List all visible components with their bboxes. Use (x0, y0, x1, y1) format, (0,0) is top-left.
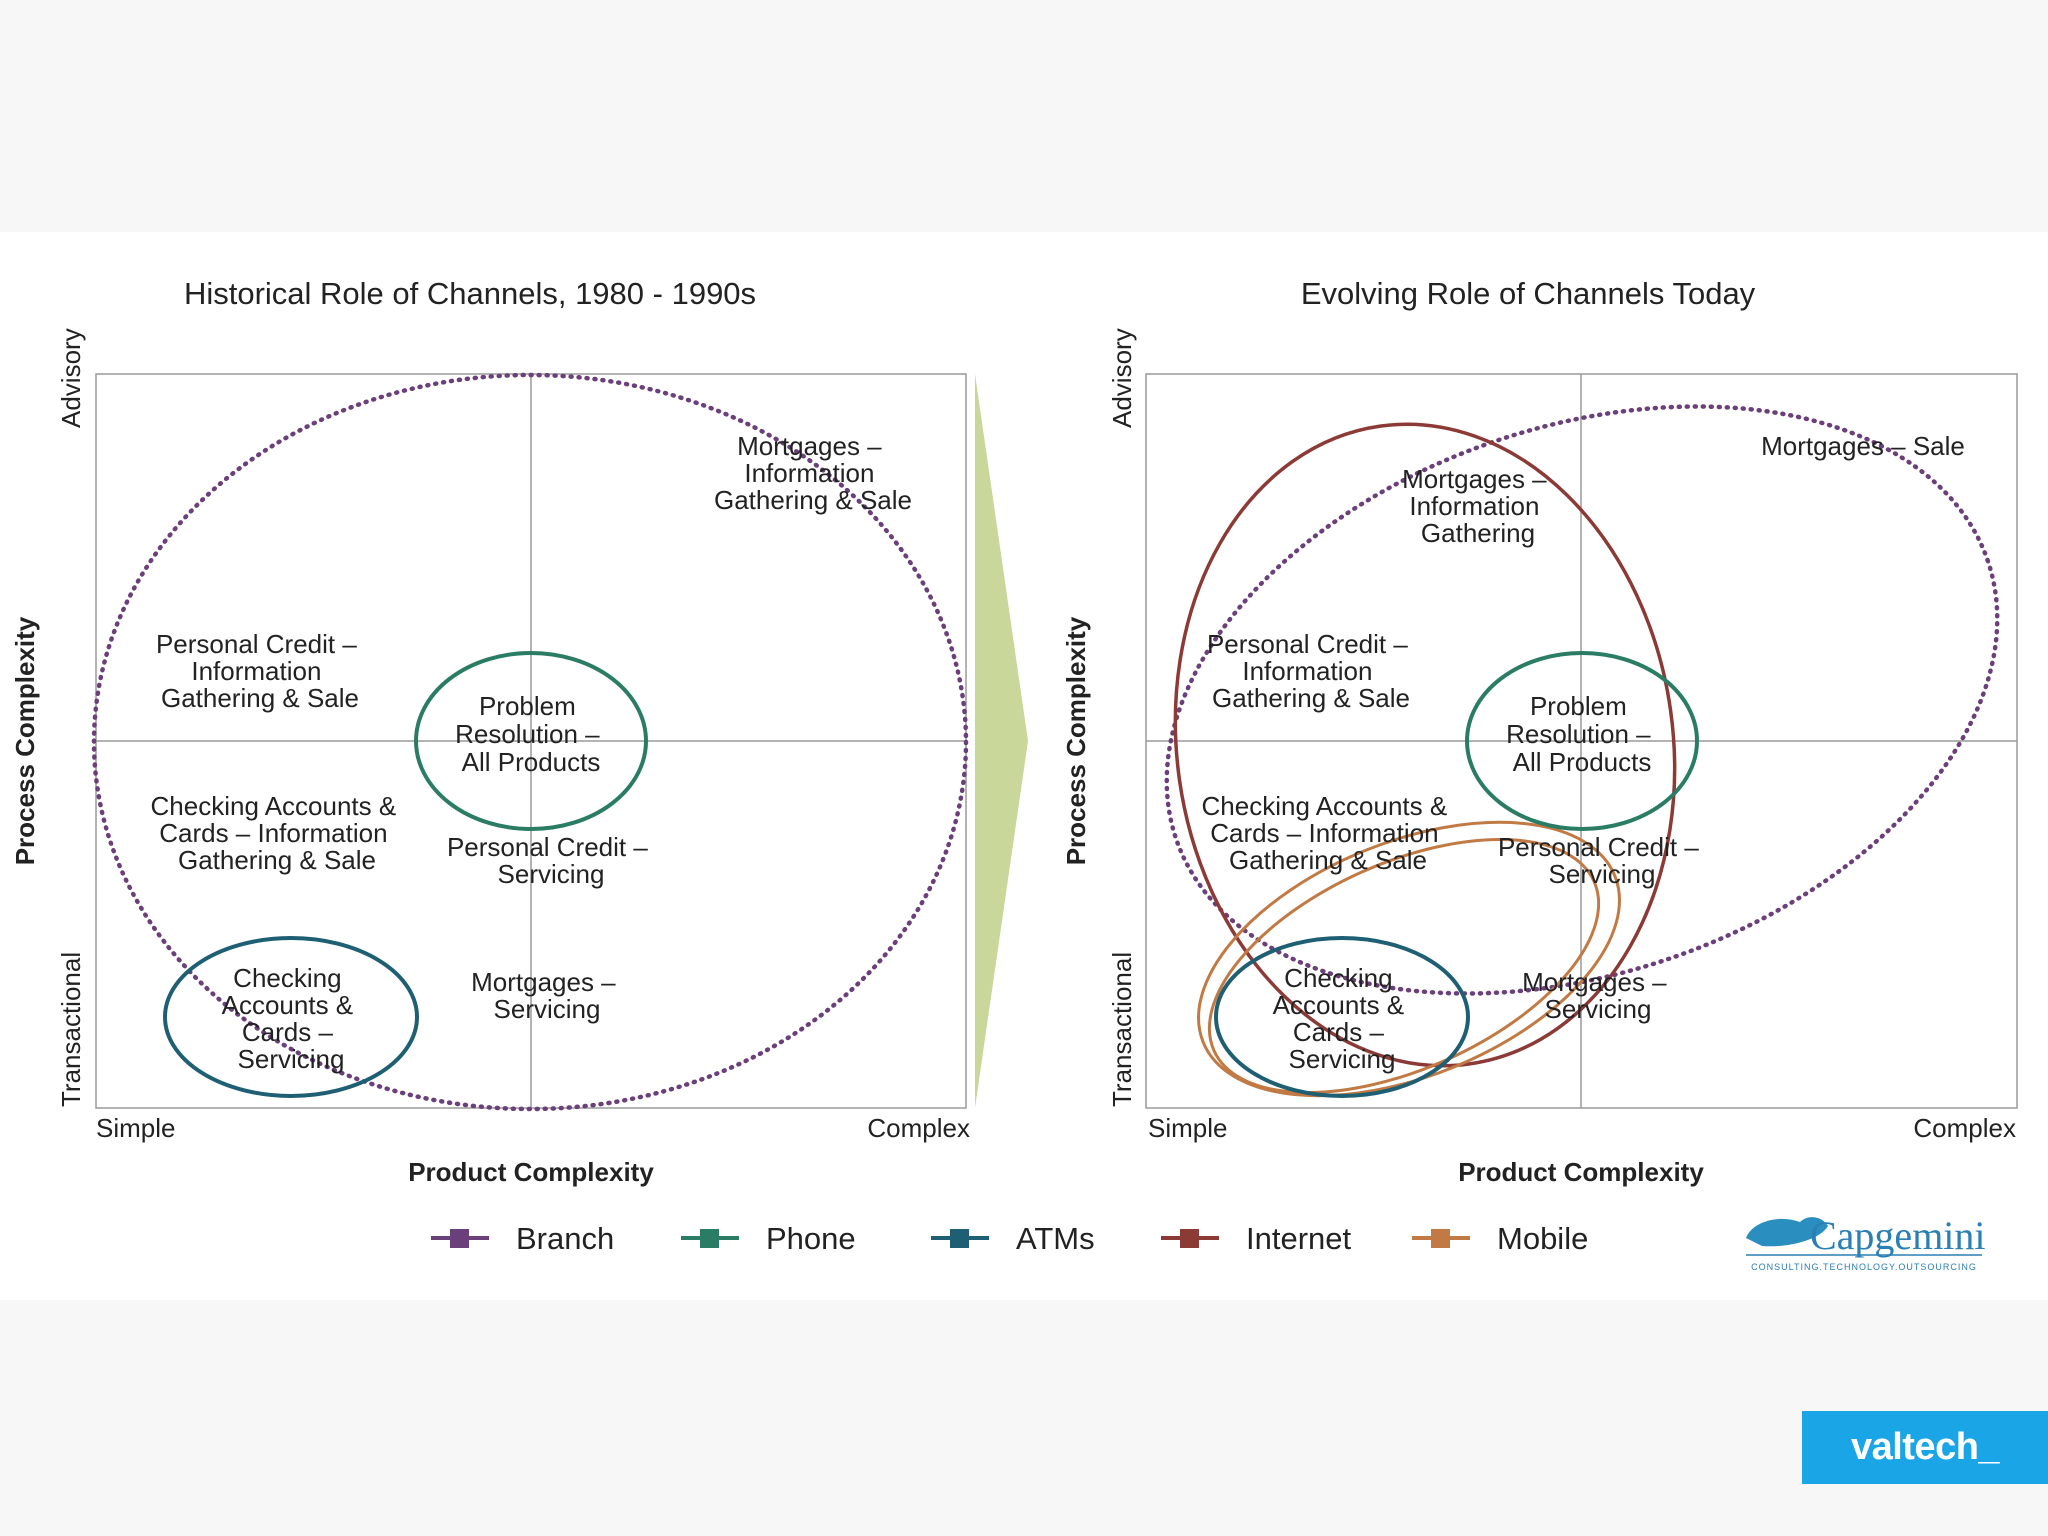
left-branch-ellipse (91, 372, 969, 1112)
left-label-personal-credit-info-sale: Personal Credit – Information Gathering … (156, 629, 364, 713)
right-label-personal-credit-info-sale: Personal Credit – Information Gathering … (1207, 629, 1415, 713)
legend-swatch-branch (450, 1229, 469, 1248)
transition-arrow (975, 374, 1028, 1108)
legend-item-branch: Branch (431, 1221, 614, 1256)
right-label-checking-info-sale: Checking Accounts & Cards – Information … (1202, 791, 1455, 875)
legend-item-internet: Internet (1161, 1221, 1352, 1256)
right-y-axis-title: Process Complexity (1061, 616, 1091, 865)
right-x-axis-title: Product Complexity (1458, 1157, 1704, 1187)
legend: Branch Phone ATMs Internet Mobile (431, 1221, 1588, 1256)
right-label-mortgages-info: Mortgages – Information Gathering (1402, 464, 1554, 548)
left-atm-ellipse (163, 936, 419, 1098)
right-phone-ellipse (1465, 651, 1699, 831)
right-label-mortgages-servicing: Mortgages – Servicing (1522, 967, 1674, 1024)
legend-swatch-phone (700, 1229, 719, 1248)
left-x-axis-title: Product Complexity (408, 1157, 654, 1187)
legend-swatch-mobile (1431, 1229, 1450, 1248)
left-phone-ellipse (414, 651, 648, 831)
valtech-badge: valtech_ (1802, 1411, 2048, 1484)
left-y-top-label: Advisory (56, 328, 86, 428)
left-label-checking-servicing: Checking Accounts & Cards – Servicing (222, 963, 361, 1074)
right-internet-ellipse (1173, 422, 1677, 1068)
legend-swatch-atms (950, 1229, 969, 1248)
capgemini-logo: Capgemini CONSULTING.TECHNOLOGY.OUTSOURC… (1746, 1213, 1986, 1272)
left-y-bottom-label: Transactional (56, 952, 86, 1107)
left-label-mortgages-servicing: Mortgages – Servicing (471, 967, 623, 1024)
logo-wordmark: Capgemini (1810, 1213, 1986, 1258)
valtech-badge-text: valtech_ (1850, 1426, 2000, 1468)
right-mobile-ellipse-outer (1197, 820, 1621, 1098)
left-y-axis-title: Process Complexity (10, 616, 40, 865)
left-panel-title: Historical Role of Channels, 1980 - 1990… (184, 276, 756, 311)
right-panel: Evolving Role of Channels Today Process … (1061, 276, 2018, 1187)
left-label-problem-resolution: Problem Resolution – All Products (455, 691, 607, 777)
legend-swatch-internet (1180, 1229, 1199, 1248)
left-label-personal-credit-servicing: Personal Credit – Servicing (447, 832, 655, 889)
legend-item-mobile: Mobile (1412, 1221, 1588, 1256)
left-label-mortgages-info-sale: Mortgages – Information Gathering & Sale (714, 431, 912, 515)
legend-label-phone: Phone (766, 1221, 856, 1256)
legend-label-mobile: Mobile (1497, 1221, 1588, 1256)
logo-tagline: CONSULTING.TECHNOLOGY.OUTSOURCING (1751, 1262, 1977, 1272)
legend-label-branch: Branch (516, 1221, 614, 1256)
right-label-personal-credit-servicing: Personal Credit – Servicing (1498, 832, 1706, 889)
right-panel-title: Evolving Role of Channels Today (1301, 276, 1756, 311)
right-y-top-label: Advisory (1107, 328, 1137, 428)
left-panel: Historical Role of Channels, 1980 - 1990… (10, 276, 970, 1187)
right-x-left-label: Simple (1148, 1113, 1227, 1143)
legend-item-phone: Phone (681, 1221, 856, 1256)
right-x-right-label: Complex (1913, 1113, 2016, 1143)
spade-icon (1746, 1217, 1828, 1247)
right-label-mortgages-sale: Mortgages – Sale (1761, 431, 1965, 461)
right-atm-ellipse (1214, 936, 1470, 1098)
legend-item-atms: ATMs (931, 1221, 1095, 1256)
right-label-checking-servicing: Checking Accounts & Cards – Servicing (1273, 963, 1412, 1074)
legend-label-internet: Internet (1246, 1221, 1352, 1256)
right-label-problem-resolution: Problem Resolution – All Products (1506, 691, 1658, 777)
legend-label-atms: ATMs (1016, 1221, 1095, 1256)
left-x-left-label: Simple (96, 1113, 175, 1143)
right-y-bottom-label: Transactional (1107, 952, 1137, 1107)
left-x-right-label: Complex (867, 1113, 970, 1143)
left-label-checking-info-sale: Checking Accounts & Cards – Information … (151, 791, 404, 875)
